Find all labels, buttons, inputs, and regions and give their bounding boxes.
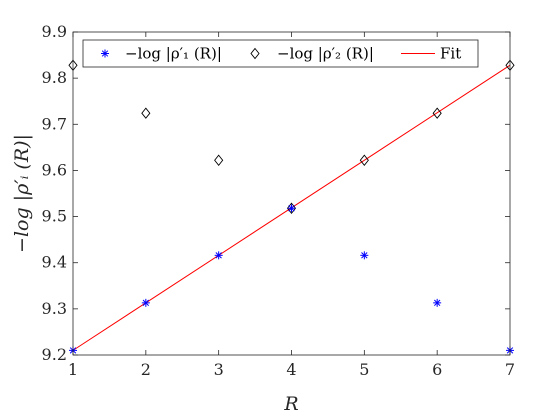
rho1-point bbox=[214, 251, 223, 260]
plot-area bbox=[73, 32, 510, 355]
axes: 1 2 3 4 5 6 7 9.2 9.3 9.4 9.5 9.6 9.7 9.8 9.9 bbox=[42, 22, 516, 379]
x-tick-label: 2 bbox=[141, 360, 151, 379]
rho2-point bbox=[214, 154, 224, 166]
legend: −log |ρ′₁ (R)| −log |ρ′₂ (R)| Fit bbox=[82, 39, 479, 68]
x-axis-label: R bbox=[283, 393, 298, 415]
y-axis-label: −log |ρ′ᵢ (R)| bbox=[11, 134, 33, 253]
y-tick-label: 9.3 bbox=[42, 299, 67, 318]
data-marks bbox=[68, 59, 515, 355]
x-tick-label: 1 bbox=[68, 360, 78, 379]
x-tick-label: 7 bbox=[505, 360, 515, 379]
x-tick-label: 4 bbox=[286, 360, 296, 379]
legend-rho2-marker bbox=[250, 47, 260, 60]
legend-fit-label: Fit bbox=[440, 45, 461, 63]
y-tick-label: 9.8 bbox=[42, 68, 67, 87]
y-tick-label: 9.5 bbox=[42, 207, 67, 226]
x-tick-label: 3 bbox=[214, 360, 224, 379]
y-tick-label: 9.6 bbox=[42, 160, 67, 179]
rho2-point bbox=[286, 202, 297, 214]
y-tick-label: 9.7 bbox=[42, 114, 67, 133]
rho1-point bbox=[360, 251, 369, 260]
x-tick-label: 6 bbox=[432, 360, 442, 379]
legend-rho1-marker bbox=[101, 49, 109, 58]
y-tick-label: 9.9 bbox=[42, 22, 67, 41]
y-tick-label: 9.2 bbox=[42, 345, 67, 364]
y-tick-label: 9.4 bbox=[42, 253, 67, 272]
x-tick-label: 5 bbox=[359, 360, 369, 379]
rho1-point bbox=[433, 298, 442, 307]
rho2-point bbox=[359, 154, 369, 166]
rho2-point bbox=[141, 107, 151, 119]
rho1-point bbox=[287, 204, 296, 213]
plot-frame bbox=[72, 31, 511, 356]
legend-rho1-label: −log |ρ′₁ (R)| bbox=[125, 45, 222, 63]
rho1-point bbox=[141, 298, 150, 307]
rho2-point bbox=[432, 107, 442, 119]
legend-rho2-label: −log |ρ′₂ (R)| bbox=[277, 45, 374, 63]
